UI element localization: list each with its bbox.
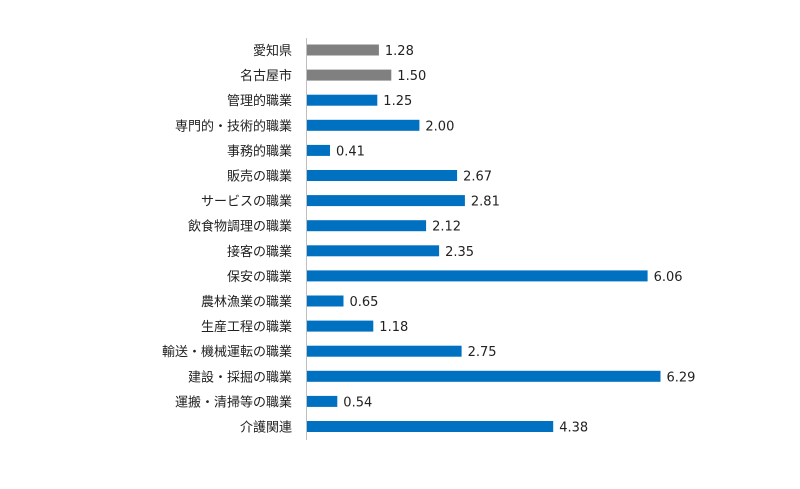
value-label-3: 2.00 bbox=[425, 119, 454, 134]
category-label-14: 運搬・清掃等の職業 bbox=[175, 394, 292, 410]
bar-3 bbox=[307, 119, 420, 131]
bar-6 bbox=[307, 195, 465, 207]
category-label-10: 農林漁業の職業 bbox=[201, 294, 292, 310]
value-label-1: 1.50 bbox=[397, 69, 426, 84]
category-label-15: 介護関連 bbox=[240, 420, 292, 436]
bar-15 bbox=[307, 421, 554, 432]
bar-5 bbox=[307, 170, 458, 181]
bar-1 bbox=[307, 69, 392, 81]
category-label-12: 輸送・機械運転の職業 bbox=[162, 344, 292, 360]
bar-11 bbox=[307, 320, 374, 332]
category-label-3: 専門的・技術的職業 bbox=[175, 118, 292, 134]
bar-0 bbox=[307, 44, 379, 56]
bar-14 bbox=[307, 395, 338, 407]
value-label-6: 2.81 bbox=[471, 195, 500, 210]
category-label-0: 愛知県 bbox=[253, 43, 292, 59]
bar-12 bbox=[307, 345, 462, 357]
value-label-8: 2.35 bbox=[445, 245, 474, 260]
bar-13 bbox=[307, 370, 661, 382]
category-label-6: サービスの職業 bbox=[201, 194, 292, 210]
bars-group bbox=[307, 44, 661, 432]
category-labels-group: 愛知県名古屋市管理的職業専門的・技術的職業事務的職業販売の職業サービスの職業飲食… bbox=[162, 43, 292, 436]
value-label-0: 1.28 bbox=[385, 44, 414, 59]
value-label-14: 0.54 bbox=[343, 395, 372, 410]
bar-8 bbox=[307, 245, 440, 257]
value-label-2: 1.25 bbox=[383, 94, 412, 109]
bar-2 bbox=[307, 94, 378, 106]
bar-4 bbox=[307, 144, 330, 156]
category-label-11: 生産工程の職業 bbox=[201, 319, 292, 335]
value-label-7: 2.12 bbox=[432, 220, 461, 235]
category-label-4: 事務的職業 bbox=[227, 143, 292, 159]
value-label-10: 0.65 bbox=[350, 295, 379, 310]
value-label-5: 2.67 bbox=[463, 170, 492, 185]
value-label-11: 1.18 bbox=[379, 320, 408, 335]
value-label-13: 6.29 bbox=[667, 370, 696, 385]
category-label-1: 名古屋市 bbox=[240, 68, 292, 84]
value-labels-group: 1.28 1.50 1.25 2.00 0.41 2.67 2.81 2.12 2.35 6.06… bbox=[336, 44, 695, 436]
value-label-4: 0.41 bbox=[336, 144, 365, 159]
category-label-7: 飲食物調理の職業 bbox=[188, 219, 292, 235]
bar-10 bbox=[307, 295, 344, 307]
value-label-9: 6.06 bbox=[654, 270, 683, 285]
bar-9 bbox=[307, 270, 648, 282]
category-label-13: 建設・採掘の職業 bbox=[188, 369, 292, 385]
value-label-15: 4.38 bbox=[559, 421, 588, 436]
bar-7 bbox=[307, 220, 427, 232]
category-label-8: 接客の職業 bbox=[227, 244, 292, 260]
category-label-9: 保安の職業 bbox=[227, 269, 292, 285]
category-label-5: 販売の職業 bbox=[227, 169, 292, 185]
category-label-2: 管理的職業 bbox=[227, 93, 292, 109]
value-label-12: 2.75 bbox=[468, 345, 497, 360]
